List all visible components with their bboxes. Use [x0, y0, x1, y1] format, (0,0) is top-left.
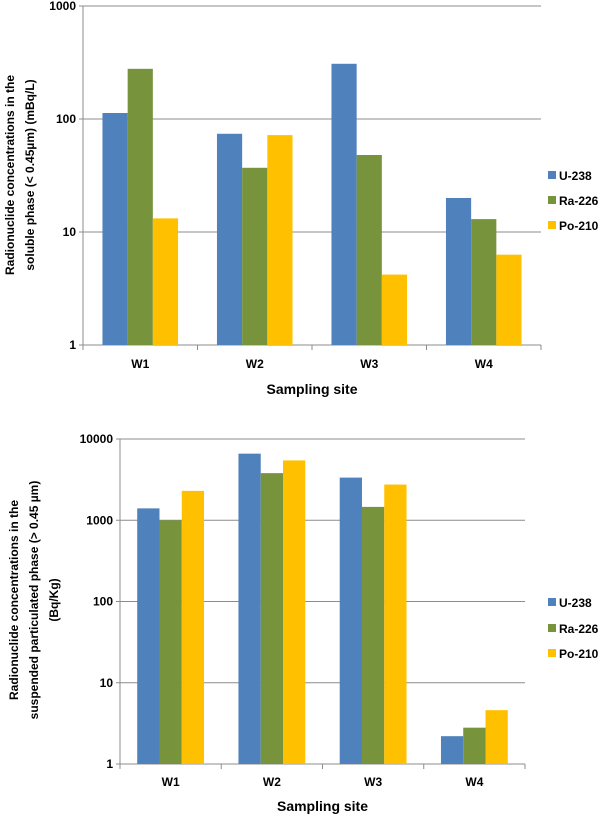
bar-ra-226-w3 [356, 155, 382, 345]
x-tick-label: W1 [162, 775, 180, 789]
y-axis-title: soluble phase (< 0.45µm) (mBq/L) [23, 79, 37, 270]
bar-u-238-w2 [216, 133, 243, 345]
bar-po-210-w4 [496, 254, 522, 345]
bar-u-238-w1 [102, 113, 128, 345]
y-tick-label: 1000 [86, 513, 113, 527]
y-axis-title: Radionuclide concentrations in the [7, 500, 21, 700]
x-tick-label: W3 [360, 357, 378, 371]
x-tick-label: W4 [475, 357, 493, 371]
legend-swatch-u-238 [548, 171, 556, 179]
x-tick-label: W3 [364, 775, 382, 789]
bar-u-238-w2 [238, 453, 261, 764]
legend-label: Ra-226 [559, 194, 599, 208]
bar-ra-226-w3 [361, 506, 385, 764]
bar-po-210-w2 [283, 460, 306, 764]
legend-label: U-238 [559, 169, 592, 183]
y-tick-label: 1 [106, 757, 113, 771]
bar-ra-226-w2 [260, 473, 284, 764]
y-tick-label: 10000 [80, 432, 114, 446]
bar-po-210-w1 [181, 490, 205, 764]
bar-po-210-w4 [485, 710, 508, 764]
bar-ra-226-w4 [471, 219, 497, 345]
bar-u-238-w3 [339, 477, 362, 764]
legend-swatch-u-238 [548, 598, 556, 606]
x-axis-title: Sampling site [277, 798, 368, 814]
y-axis-title: Radionuclide concentrations in the [3, 75, 17, 275]
legend-swatch-ra-226 [548, 196, 556, 204]
x-tick-label: W2 [263, 775, 281, 789]
y-tick-label: 10 [63, 225, 77, 239]
bar-ra-226-w2 [242, 167, 268, 345]
bar-po-210-w3 [381, 274, 408, 345]
x-tick-label: W1 [131, 357, 149, 371]
bar-ra-226-w1 [127, 68, 153, 345]
bar-u-238-w1 [137, 508, 160, 764]
y-tick-label: 1000 [49, 0, 76, 13]
bar-u-238-w3 [331, 63, 357, 346]
bar-u-238-w4 [440, 736, 464, 764]
y-tick-label: 100 [56, 112, 76, 126]
y-tick-label: 100 [93, 595, 113, 609]
y-tick-label: 10 [100, 676, 114, 690]
legend-swatch-po-210 [548, 221, 556, 229]
y-tick-label: 1 [69, 338, 76, 352]
legend-label: U-238 [559, 596, 592, 610]
x-tick-label: W2 [246, 357, 264, 371]
y-axis-title: (Bq/Kg) [47, 578, 61, 621]
bar-ra-226-w1 [159, 520, 182, 764]
x-axis-title: Sampling site [266, 381, 357, 397]
bar-po-210-w2 [267, 135, 293, 345]
bar-po-210-w3 [384, 484, 407, 764]
x-tick-label: W4 [465, 775, 483, 789]
y-axis-title: suspended particulated phase (> 0.45 µm) [27, 481, 41, 720]
legend-swatch-po-210 [548, 649, 556, 657]
bar-ra-226-w4 [463, 727, 486, 764]
legend-swatch-ra-226 [548, 624, 556, 632]
legend-label: Po-210 [559, 219, 599, 233]
legend-label: Po-210 [559, 647, 599, 661]
bar-u-238-w4 [445, 197, 472, 345]
bar-po-210-w1 [152, 218, 179, 345]
legend-label: Ra-226 [559, 622, 599, 636]
